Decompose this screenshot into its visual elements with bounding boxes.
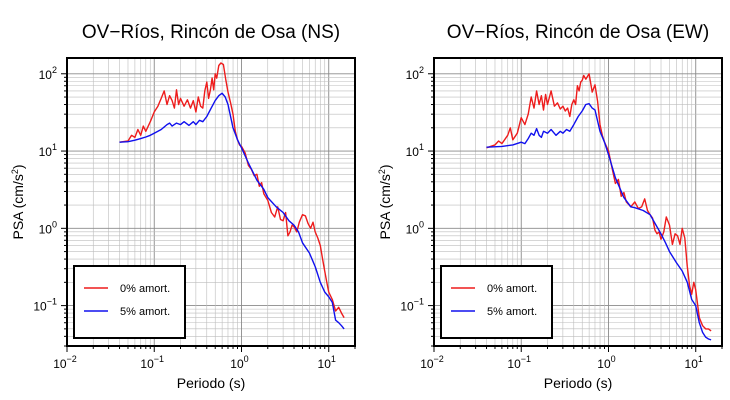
y-tick-label: 100	[406, 219, 424, 236]
x-tick-label: 100	[230, 354, 248, 371]
legend: 0% amort. 5% amort.	[73, 265, 186, 339]
y-tick-label: 10−1	[33, 297, 57, 314]
plot-frame	[433, 57, 723, 347]
series-line-0pct	[119, 62, 345, 318]
legend: 0% amort. 5% amort.	[440, 265, 553, 339]
x-tick-label: 10−1	[140, 354, 164, 371]
chart-title: OV−Ríos, Rincón de Osa (NS)	[82, 22, 340, 43]
legend-label: 0% amort.	[120, 283, 170, 295]
chart-ns: 10−2 10−1 100 101 10−1 100 101 102 OV−Ríos, Rinc…	[10, 22, 356, 391]
x-tick-label: 10−2	[53, 354, 77, 371]
x-tick-label: 101	[318, 354, 336, 371]
x-tick-label: 10−1	[507, 354, 531, 371]
legend-label: 0% amort.	[487, 283, 537, 295]
series-line-5pct	[119, 92, 345, 330]
series-line-5pct	[486, 103, 712, 341]
y-tick-label: 102	[39, 65, 57, 82]
y-tick-label: 100	[39, 219, 57, 236]
x-tick-label: 100	[597, 354, 615, 371]
series-line-0pct	[486, 73, 712, 332]
y-tick-label: 102	[406, 65, 424, 82]
x-axis-label: Periodo (s)	[177, 375, 245, 391]
x-axis-label: Periodo (s)	[544, 375, 612, 391]
y-tick-label: 10−1	[400, 297, 424, 314]
y-tick-label: 101	[39, 142, 57, 159]
chart-ew: 10−2 10−1 100 101 10−1 100 101 102 OV−Ríos, Rinc…	[377, 22, 723, 391]
y-tick-label: 101	[406, 142, 424, 159]
y-axis-label: PSA (cm/s2)	[10, 164, 26, 239]
x-tick-label: 101	[685, 354, 703, 371]
y-axis-label: PSA (cm/s2)	[377, 164, 393, 239]
legend-box	[73, 265, 186, 339]
chart-title: OV−Ríos, Rincón de Osa (EW)	[447, 22, 709, 43]
x-tick-label: 10−2	[420, 354, 444, 371]
plot-frame	[66, 57, 356, 347]
legend-label: 5% amort.	[120, 306, 170, 318]
legend-label: 5% amort.	[487, 306, 537, 318]
legend-box	[440, 265, 553, 339]
